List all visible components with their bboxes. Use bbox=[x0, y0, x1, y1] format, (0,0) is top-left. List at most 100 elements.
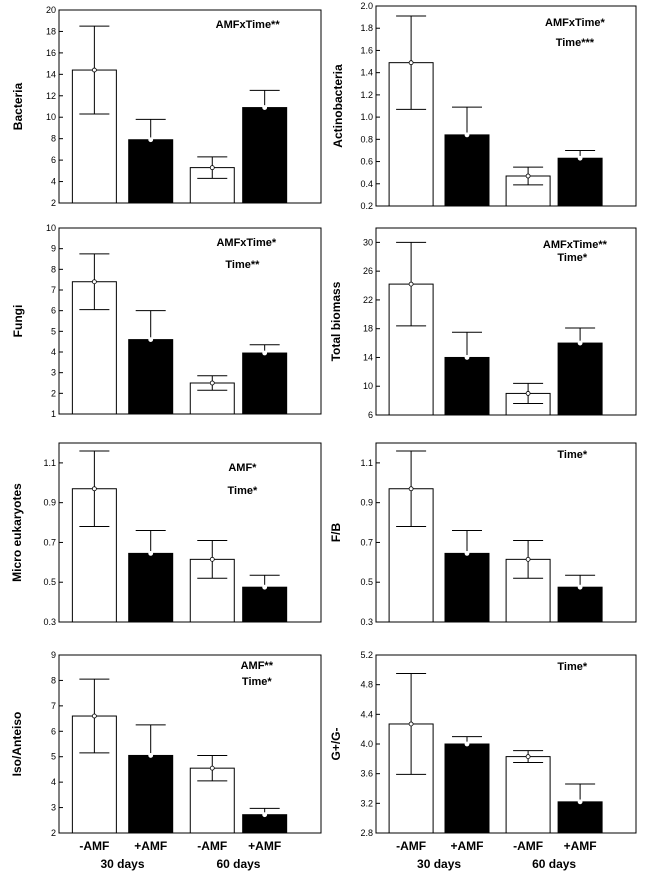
mean-marker bbox=[577, 155, 583, 161]
y-tick-label: 0.7 bbox=[43, 537, 56, 547]
y-tick-label: 18 bbox=[363, 324, 373, 334]
significance-annotation: AMFxTime** bbox=[543, 239, 608, 251]
mean-marker bbox=[91, 486, 97, 492]
y-tick-label: 0.5 bbox=[360, 577, 373, 587]
y-tick-label: 7 bbox=[51, 285, 56, 295]
y-tick-label: 9 bbox=[51, 650, 56, 660]
y-tick-label: 4 bbox=[51, 177, 56, 187]
y-tick-label: 6 bbox=[51, 155, 56, 165]
x-tick-label: +AMF bbox=[564, 839, 597, 853]
mean-marker bbox=[408, 486, 414, 492]
y-tick-label: 10 bbox=[46, 112, 56, 122]
y-tick-label: 14 bbox=[46, 69, 56, 79]
x-group-label: 30 days bbox=[417, 857, 461, 871]
bar bbox=[388, 62, 434, 207]
x-group-label: 60 days bbox=[532, 857, 576, 871]
x-axis-labels-panel-7: -AMF +AMF -AMF +AMF 30 days 60 days bbox=[79, 839, 281, 871]
significance-annotation: AMF** bbox=[241, 660, 274, 672]
y-tick-label: 4.8 bbox=[360, 680, 373, 690]
y-axis-label: G+/G- bbox=[329, 727, 343, 760]
mean-marker bbox=[464, 550, 470, 556]
significance-annotation: Time* bbox=[557, 661, 587, 673]
mean-marker bbox=[408, 721, 414, 727]
mean-marker bbox=[577, 799, 583, 805]
mean-marker bbox=[148, 337, 154, 343]
y-tick-label: 2 bbox=[51, 388, 56, 398]
x-tick-label: -AMF bbox=[79, 839, 109, 853]
panel-1: 2 4 6 8 10 12 14 16 18 20 Bacteria AMFxTime** bbox=[11, 5, 322, 208]
mean-marker bbox=[91, 279, 97, 285]
significance-annotation: Time* bbox=[228, 485, 258, 497]
y-tick-label: 4 bbox=[51, 347, 56, 357]
panel-7: 2 3 4 5 6 7 8 9 Iso/Anteiso AMF** Time* bbox=[10, 650, 322, 838]
significance-annotation: AMFxTime** bbox=[216, 19, 281, 31]
y-tick-label: 0.8 bbox=[360, 134, 373, 144]
significance-annotation: Time* bbox=[557, 252, 587, 264]
y-tick-label: 2.8 bbox=[360, 828, 373, 838]
mean-marker bbox=[262, 584, 268, 590]
y-axis-label: Micro eukaryotes bbox=[10, 483, 24, 582]
x-axis-labels-panel-8: -AMF +AMF -AMF +AMF 30 days 60 days bbox=[396, 839, 596, 871]
y-tick-label: 0.9 bbox=[360, 498, 373, 508]
y-tick-label: 0.7 bbox=[360, 537, 373, 547]
x-group-label: 30 days bbox=[101, 857, 145, 871]
significance-annotation: Time** bbox=[225, 259, 260, 271]
y-axis-label: Total biomass bbox=[329, 281, 343, 361]
y-tick-label: 10 bbox=[46, 223, 56, 233]
y-tick-label: 4.0 bbox=[360, 739, 373, 749]
y-tick-label: 1.2 bbox=[360, 90, 373, 100]
significance-annotation: Time* bbox=[557, 449, 587, 461]
y-tick-label: 1.1 bbox=[43, 458, 56, 468]
panel-8: 2.8 3.2 3.6 4.0 4.4 4.8 5.2 G+/G- Time* bbox=[329, 650, 637, 838]
significance-annotation: AMFxTime* bbox=[545, 17, 605, 29]
panel-4: 6 10 14 18 22 26 30 Total biomass AMFxTime**Time… bbox=[329, 227, 637, 420]
bar bbox=[557, 801, 603, 834]
mean-marker bbox=[408, 281, 414, 287]
mean-marker bbox=[262, 350, 268, 356]
y-tick-label: 26 bbox=[363, 266, 373, 276]
mean-marker bbox=[577, 584, 583, 590]
y-tick-label: 10 bbox=[363, 381, 373, 391]
mean-marker bbox=[91, 713, 97, 719]
mean-marker bbox=[262, 105, 268, 110]
y-tick-label: 6 bbox=[51, 306, 56, 316]
y-tick-label: 7 bbox=[51, 701, 56, 711]
y-tick-label: 8 bbox=[51, 134, 56, 144]
x-tick-label: +AMF bbox=[451, 839, 484, 853]
y-tick-label: 18 bbox=[46, 26, 56, 36]
y-tick-label: 20 bbox=[46, 5, 56, 15]
mean-marker bbox=[577, 340, 583, 346]
y-tick-label: 6 bbox=[368, 410, 373, 420]
mean-marker bbox=[148, 550, 154, 556]
panel-2: 0.2 0.4 0.6 0.8 1.0 1.2 1.4 1.6 1.8 2.0 Actinobact… bbox=[331, 1, 637, 211]
y-axis-label: Fungi bbox=[11, 305, 25, 338]
mean-marker bbox=[525, 391, 531, 396]
x-group-label: 60 days bbox=[216, 857, 260, 871]
y-tick-label: 12 bbox=[46, 91, 56, 101]
y-tick-label: 3 bbox=[51, 803, 56, 813]
mean-marker bbox=[525, 556, 531, 562]
mean-marker bbox=[408, 60, 414, 66]
y-tick-label: 5 bbox=[51, 752, 56, 762]
bar bbox=[242, 352, 288, 415]
mean-marker bbox=[525, 754, 531, 760]
mean-marker bbox=[464, 741, 470, 747]
mean-marker bbox=[148, 753, 154, 758]
y-tick-label: 3 bbox=[51, 368, 56, 378]
mean-marker bbox=[209, 165, 215, 171]
mean-marker bbox=[148, 137, 154, 143]
y-tick-label: 6 bbox=[51, 726, 56, 736]
x-tick-label: -AMF bbox=[197, 839, 227, 853]
x-tick-label: -AMF bbox=[396, 839, 426, 853]
y-axis-label: F/B bbox=[329, 523, 343, 543]
y-tick-label: 8 bbox=[51, 264, 56, 274]
y-tick-label: 0.6 bbox=[360, 157, 373, 167]
y-axis-label: Actinobacteria bbox=[331, 64, 345, 148]
x-tick-label: -AMF bbox=[513, 839, 543, 853]
y-tick-label: 0.3 bbox=[360, 617, 373, 627]
y-tick-label: 0.9 bbox=[43, 498, 56, 508]
y-tick-label: 1.0 bbox=[360, 112, 373, 122]
panel-5: 0.3 0.5 0.7 0.9 1.1 Micro eukaryotes AMF* Time* bbox=[10, 442, 322, 627]
y-tick-label: 2 bbox=[51, 198, 56, 208]
